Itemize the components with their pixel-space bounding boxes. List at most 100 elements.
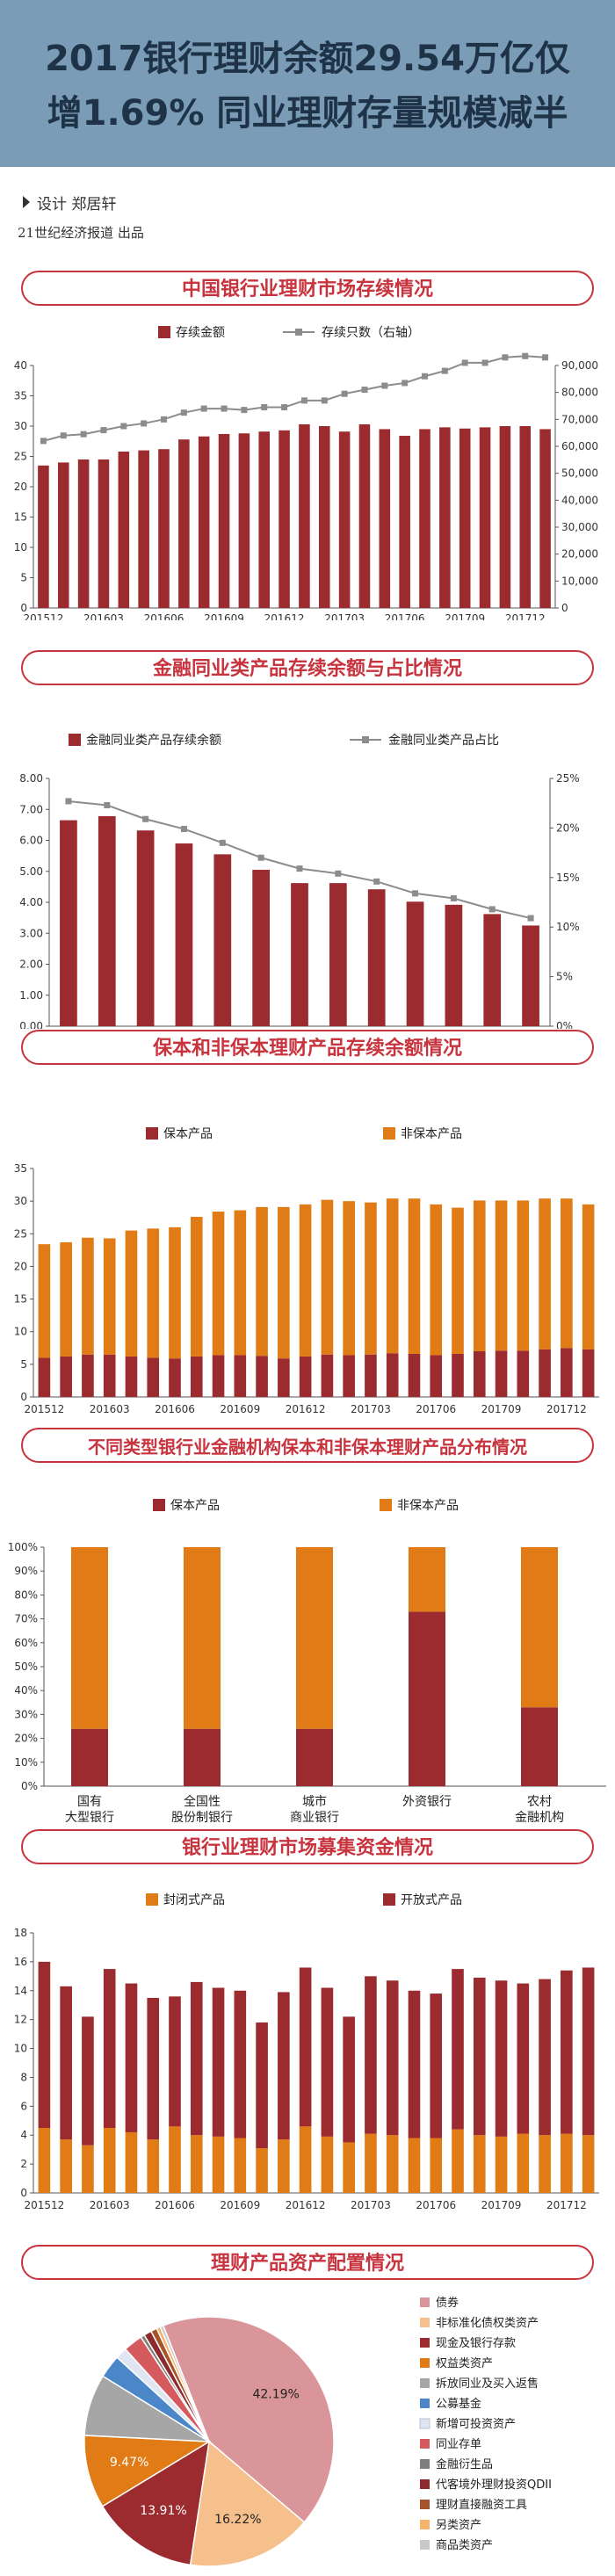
bar-non-guaranteed: [190, 1216, 203, 1357]
bar-balance: [539, 429, 551, 608]
bar-balance: [38, 465, 49, 608]
y-tick-label: 80%: [14, 1588, 38, 1601]
bar-non-guaranteed: [517, 1200, 530, 1351]
bar-closed-end: [561, 2133, 573, 2193]
bar-non-guaranteed: [299, 1204, 312, 1357]
bar-closed-end: [408, 2138, 421, 2193]
x-tick-label: 201709: [445, 612, 485, 620]
pie-slice: [101, 2440, 210, 2566]
point-product-count: [180, 409, 187, 416]
bar-open-end: [430, 1994, 443, 2138]
chart-title: 中国银行业理财市场存续情况: [21, 271, 594, 306]
y-tick-label: 35: [14, 390, 27, 402]
source-credit: 21世纪经济报道 出品: [18, 225, 144, 241]
bar-closed-end: [365, 2133, 377, 2193]
headline-line-1: 2017银行理财余额29.54万亿仅: [45, 39, 570, 79]
legend-swatch: [420, 2439, 430, 2449]
y2-tick-label: 5%: [556, 971, 573, 983]
bar-guaranteed: [256, 1356, 268, 1397]
bar-closed-end: [299, 2126, 312, 2193]
y-tick-label: 2: [20, 2158, 27, 2170]
bar-closed-end: [495, 2136, 508, 2193]
bar-closed-end: [82, 2145, 94, 2193]
bar-guaranteed: [517, 1350, 530, 1397]
legend-swatch: [420, 2297, 430, 2307]
bar-non-guaranteed-share: [521, 1547, 558, 1708]
pie-data-label: 16.22%: [214, 2513, 261, 2527]
bar-non-guaranteed: [365, 1202, 377, 1355]
bar-balance: [358, 423, 371, 608]
bar-non-guaranteed: [430, 1204, 443, 1356]
pie-slice: [83, 2435, 212, 2507]
point-product-count: [120, 423, 127, 430]
bar-closed-end: [430, 2138, 443, 2193]
bar-guaranteed: [430, 1355, 443, 1397]
legend-swatch: [380, 1499, 392, 1511]
legend-swatch: [69, 734, 81, 746]
bar-closed-end: [234, 2138, 247, 2193]
y-tick-label: 20: [14, 1260, 27, 1272]
y-tick-label: 6: [20, 2100, 27, 2112]
y2-tick-label: 30,000: [561, 521, 598, 533]
x-tick-label: 201603: [90, 2199, 130, 2211]
legend-swatch: [146, 1893, 158, 1906]
bar-guaranteed-share: [71, 1728, 108, 1786]
point-product-count: [422, 373, 428, 380]
x-tick-label: 201706: [416, 1403, 456, 1415]
point-interbank-share: [257, 854, 264, 861]
legend-label: 金融同业类产品存续余额: [86, 733, 221, 748]
bar-guaranteed: [452, 1353, 464, 1397]
point-interbank-share: [296, 865, 303, 872]
y2-tick-label: 10,000: [561, 575, 598, 587]
bar-guaranteed: [212, 1355, 225, 1397]
bar-balance: [318, 426, 330, 608]
bar-closed-end: [582, 2135, 595, 2193]
y2-tick-label: 25%: [556, 772, 580, 785]
x-tick-label: 201512: [24, 2199, 64, 2211]
bar-non-guaranteed: [60, 1241, 72, 1357]
chart-guaranteed: 保本产品 非保本产品 0 5 10 15 20 25 30 35 201512 201603 20160…: [14, 1127, 599, 1415]
x-tick-label: 201703: [351, 2199, 391, 2211]
point-product-count: [300, 397, 308, 404]
bar-open-end: [103, 1969, 116, 2128]
bar-open-end: [190, 1981, 203, 2136]
bar-guaranteed: [473, 1351, 486, 1397]
bar-non-guaranteed: [103, 1238, 116, 1355]
y2-tick-label: 60,000: [561, 440, 598, 452]
bar-guaranteed: [299, 1356, 312, 1397]
y2-tick-label: 15%: [556, 872, 580, 884]
line-product-count: [43, 355, 546, 442]
y-tick-label: 30: [14, 420, 27, 432]
bar-open-end: [365, 1976, 377, 2134]
bar-balance: [479, 427, 491, 608]
bar-non-guaranteed: [256, 1206, 268, 1357]
y-tick-label: 70%: [14, 1613, 38, 1625]
bar-non-guaranteed: [386, 1198, 399, 1354]
point-product-count: [321, 397, 328, 404]
bar-open-end: [408, 1990, 421, 2138]
point-product-count: [161, 416, 167, 423]
bar-non-guaranteed: [169, 1226, 181, 1359]
y-tick-label: 8: [20, 2071, 27, 2083]
bar-open-end: [517, 1983, 530, 2134]
y2-tick-label: 90,000: [561, 359, 598, 372]
legend-swatch: [420, 2318, 430, 2327]
point-interbank-share: [412, 890, 419, 897]
x-tick-label: 201712: [546, 1403, 587, 1415]
x-tick-label: 201712: [505, 612, 546, 620]
y2-tick-label: 10%: [556, 921, 580, 933]
bar-closed-end: [386, 2135, 399, 2193]
header-banner: 2017银行理财余额29.54万亿仅 增1.69% 同业理财存量规模减半: [0, 0, 615, 167]
bar-guaranteed-share: [409, 1611, 445, 1786]
bar-closed-end: [278, 2139, 290, 2193]
pie-data-label: 42.19%: [252, 2387, 299, 2401]
legend-label: 代客境外理财投资QDII: [436, 2478, 552, 2492]
legend-swatch: [420, 2479, 430, 2489]
point-product-count: [80, 431, 87, 438]
bar-balance: [178, 439, 190, 608]
legend-label: 同业存单: [436, 2438, 481, 2451]
x-tick-label: 201712: [546, 2199, 587, 2211]
chart-institution-types: 保本产品 非保本产品 0% 10% 20% 30% 40% 50% 60% 70% 80% 90% 10…: [8, 1499, 606, 1825]
bar-balance: [519, 426, 532, 608]
point-product-count: [441, 367, 448, 374]
